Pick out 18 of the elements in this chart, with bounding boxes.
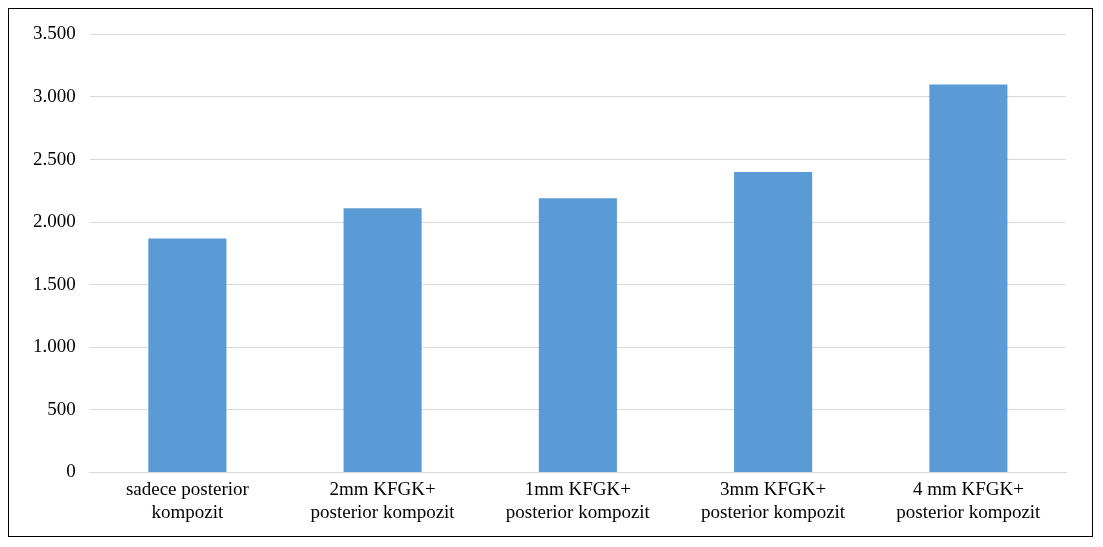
y-tick-label: 2.000	[33, 210, 76, 232]
y-tick-label: 500	[47, 397, 76, 419]
x-tick-label: 3mm KFGK+ posterior kompozit	[701, 477, 846, 522]
y-tick-label: 1.000	[33, 335, 76, 357]
y-tick-label: 0	[66, 460, 76, 482]
y-tick-label: 1.500	[33, 272, 76, 294]
bar	[148, 238, 227, 472]
x-tick-label: sadece posterior kompozit	[125, 477, 250, 522]
x-tick-label: 2mm KFGK+ posterior kompozit	[310, 477, 456, 522]
x-tick-label: 1mm KFGK+ posterior kompozit	[505, 477, 651, 522]
bar	[929, 84, 1008, 472]
bar	[734, 172, 813, 472]
x-tick-label: 4 mm KFGK+ posterior kompozit	[896, 477, 1042, 522]
y-tick-label: 3.000	[33, 84, 76, 106]
y-tick-label: 3.500	[33, 22, 76, 44]
y-tick-label: 2.500	[33, 147, 76, 169]
bar	[538, 198, 617, 472]
bar	[343, 208, 422, 472]
